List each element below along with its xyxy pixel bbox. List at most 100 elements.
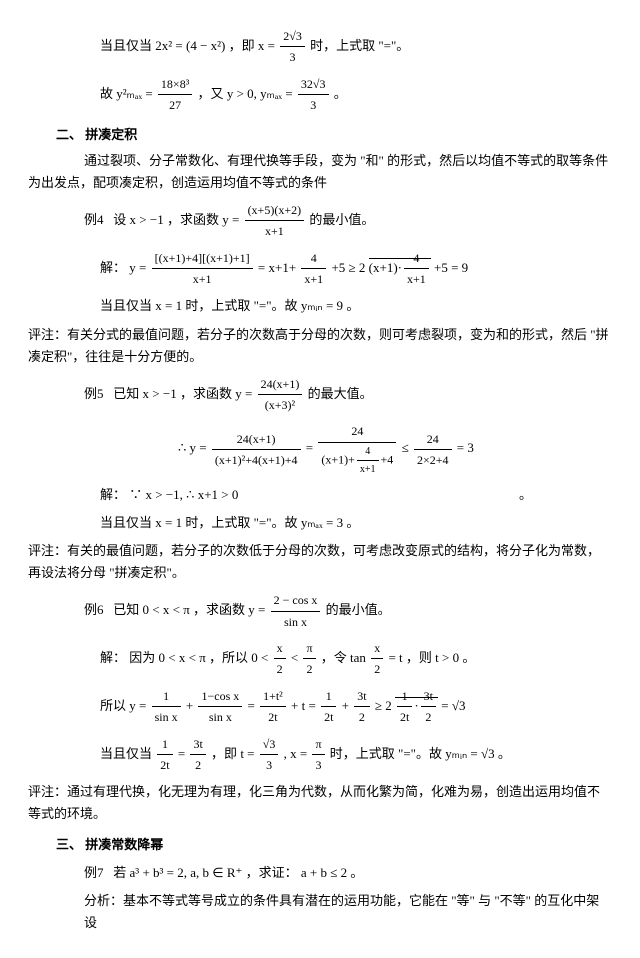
example-5-solution-chain: ∴ y = 24(x+1)(x+1)²+4(x+1)+4 = 24(x+1)+4… [28, 421, 612, 477]
text: 。 [346, 515, 359, 530]
text: 当且仅当 [100, 38, 152, 53]
math: a³ + b³ = 2, a, b ∈ R⁺ [130, 865, 243, 880]
math: ∴ y = [178, 441, 207, 456]
fraction: 32√33 [298, 74, 329, 116]
line2: 故 y²ₘₐₓ = 18×8³27 ，又 y > 0, yₘₐₓ = 32√33… [28, 74, 612, 116]
example-6: 例6 已知 0 < x < π ，求函数 y = 2 − cos xsin x … [28, 590, 612, 632]
note-6: 评注：通过有理代换，化无理为有理，化三角为代数，从而化繁为简，化难为易，创造出运… [28, 781, 612, 825]
example-label: 例5 [84, 386, 104, 401]
solution-label: 解： [100, 650, 126, 665]
fraction: 24(x+1)(x+1)²+4(x+1)+4 [212, 429, 301, 471]
section-3-title: 三、 拼凑常数降幂 [28, 834, 612, 856]
math: t > 0 [435, 650, 459, 665]
text: ，所以 [209, 650, 248, 665]
math: x = 1 [155, 298, 182, 313]
text: ，又 [198, 86, 224, 101]
math: = [306, 441, 313, 456]
fraction: x2 [371, 638, 383, 680]
fraction: 24(x+1)+4x+1+4 [318, 421, 396, 477]
example-label: 例4 [84, 212, 104, 227]
fraction: 1sin x [152, 686, 181, 728]
text: ，求函数 [180, 386, 232, 401]
text: 若 [113, 865, 126, 880]
text: 。 [519, 484, 612, 506]
text: 的最小值。 [309, 212, 374, 227]
math: ≤ [402, 441, 409, 456]
text: 时，上式取 "="。 [310, 38, 409, 53]
text: 当且仅当 [100, 298, 152, 313]
text: 因为 [129, 650, 155, 665]
fraction: 242×2+4 [414, 429, 452, 471]
math: y = [129, 260, 146, 275]
text: 时，上式取 "="。故 [185, 515, 297, 530]
math: (x+1)·4x+1 [369, 258, 431, 275]
math: y²ₘₐₓ = [116, 86, 152, 101]
text: 故 [100, 86, 113, 101]
fraction: 3t2 [354, 686, 369, 728]
math: y = [235, 386, 252, 401]
math: ∵ x > −1, ∴ x+1 > 0 [129, 487, 238, 502]
fraction: [(x+1)+4][(x+1)+1]x+1 [152, 248, 253, 290]
text: ，令 [321, 650, 347, 665]
math: tan [350, 650, 366, 665]
text: ，即 [211, 745, 237, 760]
math: x = [258, 38, 275, 53]
math: = x+1+ [258, 260, 296, 275]
fraction: 12t [157, 734, 172, 776]
solution-label: 解： [100, 487, 126, 502]
example-5: 例5 已知 x > −1 ，求函数 y = 24(x+1)(x+3)² 的最大值… [28, 374, 612, 416]
math: = t [388, 650, 402, 665]
example-5-iff: 当且仅当 x = 1 时，上式取 "="。故 yₘₐₓ = 3 。 [28, 512, 612, 534]
example-6-sol-line2: 所以 y = 1sin x + 1−cos xsin x = 1+t²2t + … [28, 686, 612, 728]
math: 0 < x < π [143, 602, 190, 617]
text: 。 [498, 745, 511, 760]
fraction: 2 − cos xsin x [271, 590, 321, 632]
fraction: 24(x+1)(x+3)² [258, 374, 303, 416]
example-4-iff: 当且仅当 x = 1 时，上式取 "="。故 yₘᵢₙ = 9 。 [28, 295, 612, 317]
math: y = [222, 212, 239, 227]
math: yₘᵢₙ = 9 [301, 298, 343, 313]
text: 时，上式取 "="。故 [185, 298, 297, 313]
text: 当且仅当 [100, 515, 152, 530]
text: 。 [334, 86, 347, 101]
example-4: 例4 设 x > −1 ，求函数 y = (x+5)(x+2)x+1 的最小值。 [28, 200, 612, 242]
text: 的最小值。 [326, 602, 391, 617]
math: 0 < [251, 650, 268, 665]
text: 。 [346, 298, 359, 313]
fraction: π3 [312, 734, 324, 776]
fraction: (x+5)(x+2)x+1 [245, 200, 305, 242]
text: 已知 [113, 602, 139, 617]
fraction: 12t [321, 686, 336, 728]
section-2-title: 二、 拼凑定积 [28, 124, 612, 146]
text: 的最大值。 [308, 386, 373, 401]
example-7-analysis: 分析：基本不等式等号成立的条件具有潜在的运用功能，它能在 "等" 与 "不等" … [28, 890, 612, 934]
math: +5 = 9 [434, 260, 468, 275]
text: ，则 [406, 650, 432, 665]
example-6-iff: 当且仅当 12t = 3t2 ，即 t = √33 , x = π3 时，上式取… [28, 734, 612, 776]
text: ，求函数 [167, 212, 219, 227]
math: x > −1 [130, 212, 164, 227]
math: a + b ≤ 2 [301, 865, 347, 880]
fraction: √33 [260, 734, 279, 776]
text: 。 [350, 865, 363, 880]
math: x = 1 [155, 515, 182, 530]
example-6-sol-line1: 解： 因为 0 < x < π ，所以 0 < x2 < π2 ，令 tan x… [28, 638, 612, 680]
solution-label: 解： [100, 260, 126, 275]
example-label: 例7 [84, 865, 104, 880]
fraction: 18×8³27 [158, 74, 192, 116]
math: yₘᵢₙ = √3 [445, 745, 494, 760]
math: y > 0, yₘₐₓ = [227, 86, 293, 101]
math: 0 < x < π [159, 650, 206, 665]
fraction: 1−cos xsin x [198, 686, 242, 728]
math: +5 ≥ 2 [331, 260, 365, 275]
sqrt: 12t·3t2 [395, 697, 438, 713]
text: 设 [113, 212, 126, 227]
fraction: 2√33 [280, 26, 305, 68]
note-4: 评注：有关分式的最值问题，若分子的次数高于分母的次数，则可考虑裂项，变为和的形式… [28, 324, 612, 368]
section-2-para: 通过裂项、分子常数化、有理代换等手段，变为 "和" 的形式，然后以均值不等式的取… [28, 150, 612, 194]
math: y = [129, 698, 146, 713]
math: 2x² = (4 − x²) [155, 38, 225, 53]
math: yₘₐₓ = 3 [301, 515, 343, 530]
text: ，求函数 [193, 602, 245, 617]
math: y = [248, 602, 265, 617]
